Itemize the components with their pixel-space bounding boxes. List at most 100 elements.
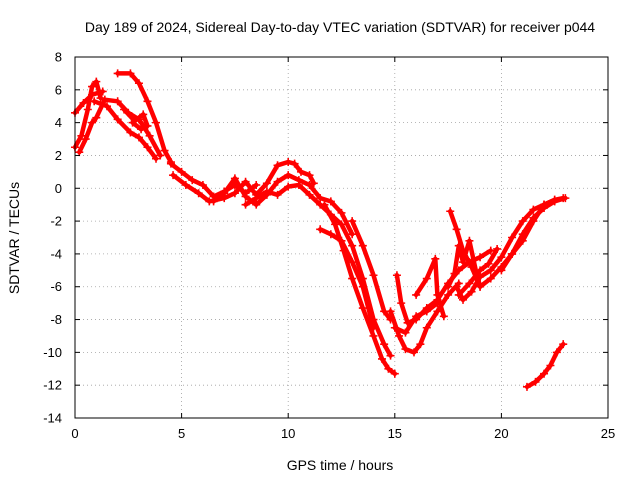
data-point-marker (518, 230, 527, 239)
data-point-marker (493, 244, 502, 253)
data-series (71, 69, 570, 391)
data-point-marker (326, 230, 335, 239)
data-point-marker (476, 266, 485, 275)
data-point-marker (92, 113, 101, 122)
data-point-marker (467, 287, 476, 296)
data-point-marker (98, 87, 107, 96)
data-point-marker (452, 225, 461, 234)
data-point-marker (348, 217, 357, 226)
data-point-marker (337, 236, 346, 245)
series-track-2 (72, 89, 105, 116)
data-point-marker (241, 200, 250, 209)
data-point-marker (529, 213, 538, 222)
data-point-marker (422, 307, 431, 316)
data-point-marker (169, 171, 178, 180)
data-point-marker (412, 290, 421, 299)
data-point-marker (139, 110, 148, 119)
data-point-marker (508, 233, 517, 242)
x-tick-label: 10 (281, 426, 295, 441)
data-point-marker (126, 128, 135, 137)
data-point-marker (126, 69, 135, 78)
data-point-marker (177, 167, 186, 176)
data-point-marker (241, 177, 250, 186)
series-track-12 (317, 227, 376, 331)
data-point-marker (294, 180, 303, 189)
data-point-marker (137, 125, 146, 134)
y-tick-label: -8 (50, 312, 62, 327)
y-axis-label: SDTVAR / TECUs (6, 182, 22, 294)
data-point-marker (143, 143, 152, 152)
data-point-marker (305, 171, 314, 180)
data-point-marker (552, 348, 561, 357)
data-point-marker (446, 207, 455, 216)
data-point-marker (102, 102, 111, 111)
x-axis-label: GPS time / hours (287, 457, 394, 473)
data-point-marker (386, 351, 395, 360)
data-point-marker (433, 290, 442, 299)
data-point-marker (369, 331, 378, 340)
y-tick-label: -12 (43, 378, 62, 393)
data-point-marker (75, 148, 84, 157)
tick-marks (74, 56, 609, 419)
markers-track-13 (348, 217, 395, 324)
data-point-marker (128, 118, 137, 127)
data-point-marker (273, 161, 282, 170)
data-point-marker (113, 69, 122, 78)
markers-track-11 (320, 200, 399, 378)
data-point-marker (113, 115, 122, 124)
data-point-marker (422, 323, 431, 332)
data-point-marker (230, 174, 239, 183)
y-tick-label: 8 (55, 50, 62, 65)
data-point-marker (284, 182, 293, 191)
series-track-23 (524, 341, 566, 390)
data-point-marker (273, 190, 282, 199)
data-point-marker (358, 241, 367, 250)
data-point-marker (529, 205, 538, 214)
data-point-marker (384, 364, 393, 373)
data-point-marker (454, 290, 463, 299)
data-point-marker (452, 282, 461, 291)
data-point-marker (358, 282, 367, 291)
data-point-marker (348, 258, 357, 267)
data-point-marker (497, 253, 506, 262)
data-point-marker (331, 220, 340, 229)
y-tick-label: -2 (50, 214, 62, 229)
data-point-marker (476, 253, 485, 262)
y-tick-label: -6 (50, 279, 62, 294)
data-point-marker (143, 121, 152, 130)
data-point-marker (88, 90, 97, 99)
x-tick-label: 15 (388, 426, 402, 441)
data-point-marker (81, 135, 90, 144)
markers-track-17 (412, 254, 448, 321)
y-tick-labels: -14 -12 -10 -8 -6 -4 -2 0 2 4 6 8 (43, 50, 62, 426)
data-point-marker (486, 246, 495, 255)
data-point-marker (476, 282, 485, 291)
data-point-marker (156, 151, 165, 160)
data-point-marker (348, 241, 357, 250)
chart-title: Day 189 of 2024, Sidereal Day-to-day VTE… (85, 19, 595, 35)
data-point-marker (390, 369, 399, 378)
data-point-marker (100, 95, 109, 104)
x-tick-labels: 0 5 10 15 20 25 (71, 426, 615, 441)
data-point-marker (380, 340, 389, 349)
data-point-marker (390, 323, 399, 332)
data-point-marker (397, 299, 406, 308)
data-point-marker (96, 94, 105, 103)
markers-track-4 (90, 97, 161, 163)
y-tick-label: -10 (43, 345, 62, 360)
x-tick-label: 25 (601, 426, 615, 441)
data-point-marker (540, 369, 549, 378)
data-point-marker (262, 187, 271, 196)
data-point-marker (459, 246, 468, 255)
data-point-marker (143, 97, 152, 106)
data-point-marker (561, 194, 570, 203)
data-point-marker (439, 312, 448, 321)
data-point-marker (431, 254, 440, 263)
data-point-marker (134, 133, 143, 142)
data-point-marker (348, 274, 357, 283)
data-point-marker (497, 266, 506, 275)
data-point-marker (120, 105, 129, 114)
data-point-marker (401, 328, 410, 337)
data-point-marker (422, 274, 431, 283)
